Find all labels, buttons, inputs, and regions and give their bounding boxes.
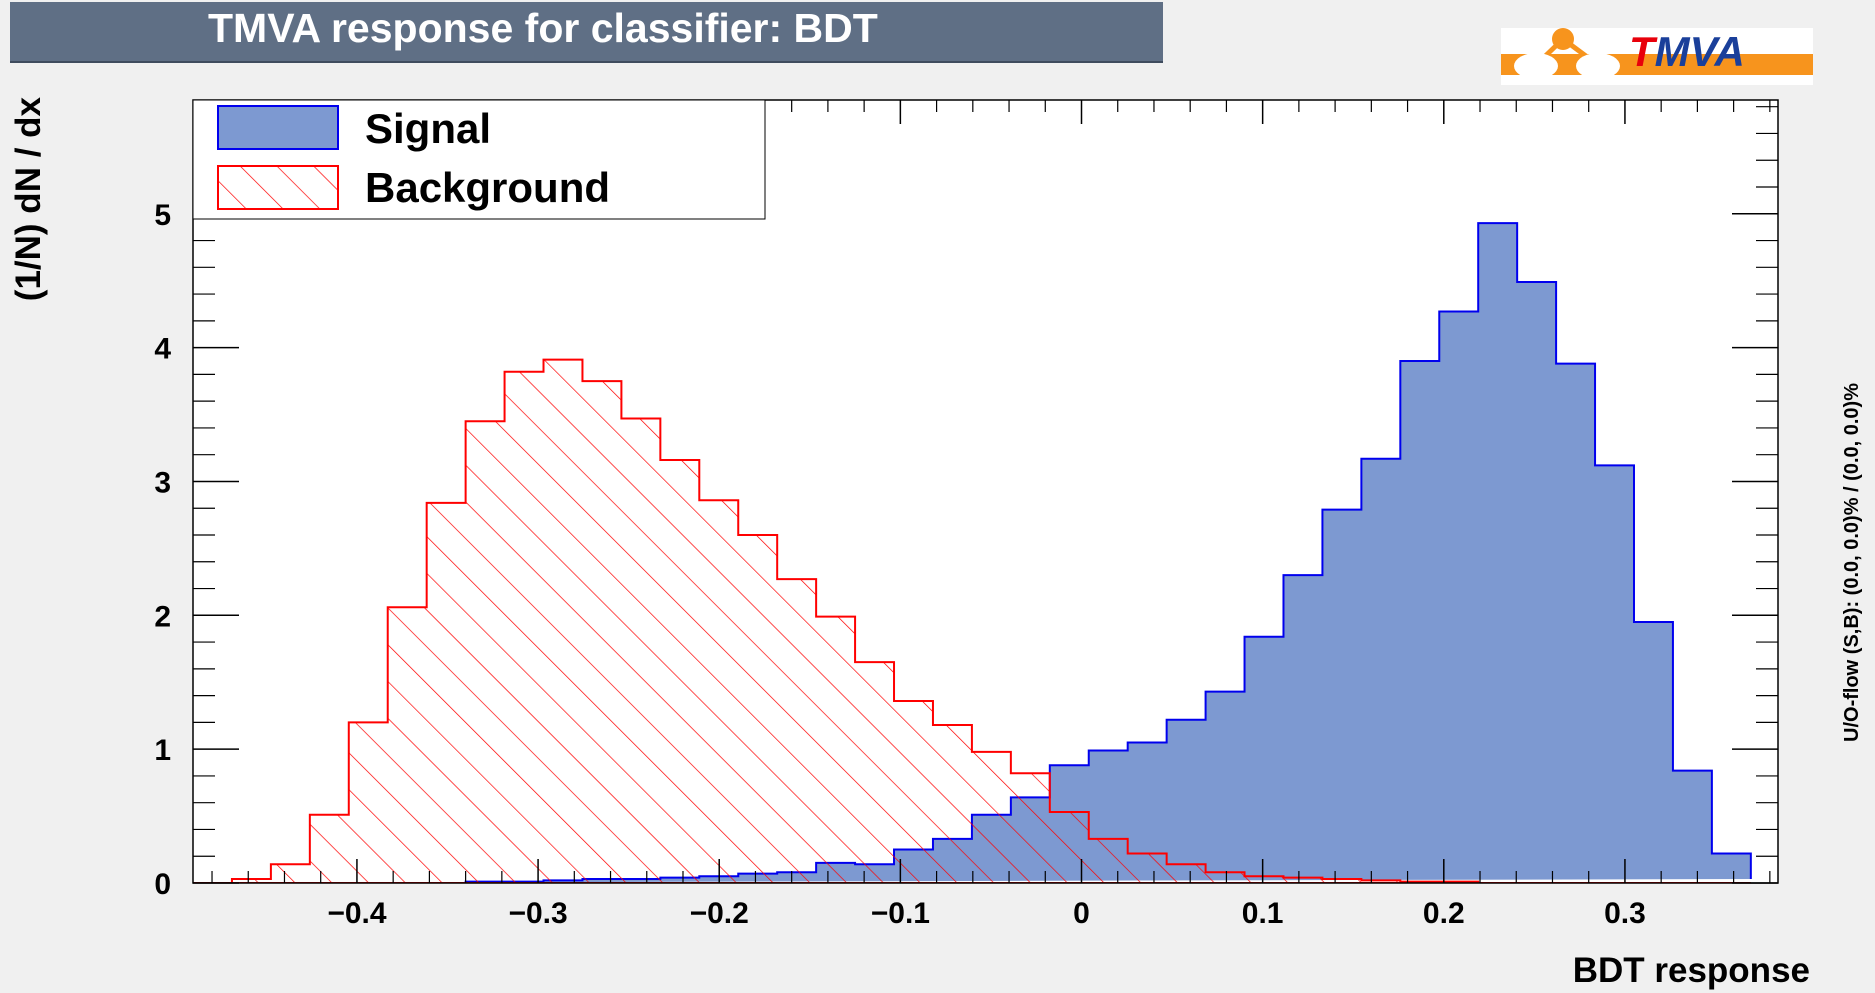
signal-bin [1478, 223, 1517, 883]
background-bin [894, 701, 933, 883]
x-tick-label: −0.1 [871, 897, 930, 930]
title-bar: TMVA response for classifier: BDT [10, 2, 1163, 63]
y-axis-title: (1/N) dN / dx [9, 96, 48, 301]
logo-text-t: T [1629, 28, 1658, 75]
background-bin [777, 579, 816, 883]
background-bin [466, 421, 505, 883]
plot-frame [192, 99, 1779, 884]
legend-signal-swatch [217, 105, 339, 150]
y-tick-label: 3 [154, 466, 171, 499]
background-bin [1206, 872, 1245, 883]
x-tick-label: 0 [1073, 897, 1090, 930]
background-bin [699, 500, 738, 883]
logo-ball-right [1576, 53, 1620, 79]
legend-signal-label: Signal [365, 105, 491, 152]
logo-ball-left [1514, 53, 1558, 79]
x-tick-label: −0.2 [690, 897, 749, 930]
background-bin [349, 722, 388, 883]
background-bin [1050, 812, 1089, 883]
signal-bin [1439, 311, 1478, 883]
background-bin [1128, 854, 1167, 883]
background-bin [505, 372, 544, 883]
y-tick-label: 2 [154, 600, 171, 633]
signal-bin [1206, 692, 1245, 883]
signal-bin [1673, 771, 1712, 883]
signal-histogram-fill [193, 223, 1751, 883]
axes: −0.4 −0.3 −0.2 −0.1 0 0.1 0.2 0.3 0 1 2 3 4 5 [154, 99, 1779, 930]
chart-title: TMVA response for classifier: BDT [208, 5, 878, 51]
x-tick-label: 0.3 [1604, 897, 1646, 930]
background-bin [1011, 773, 1050, 883]
background-bin [388, 607, 427, 883]
signal-bin [1634, 622, 1673, 883]
background-bin [310, 815, 349, 883]
x-tick-label: −0.4 [327, 897, 387, 930]
signal-bin [1322, 510, 1361, 883]
background-bin [816, 617, 855, 883]
background-bin [1245, 876, 1284, 883]
background-bin [427, 503, 466, 883]
y-tick-label: 5 [154, 199, 171, 232]
y-tick-label: 4 [154, 333, 171, 366]
signal-bin [1245, 637, 1284, 883]
x-axis-title: BDT response [1573, 951, 1810, 990]
overflow-note: U/O-flow (S,B): (0.0, 0.0)% / (0.0, 0.0)… [1841, 383, 1863, 742]
signal-bin [1595, 465, 1634, 883]
y-tick-label: 0 [154, 868, 171, 901]
background-bin [544, 360, 583, 883]
background-bin [271, 864, 310, 883]
x-tick-label: −0.3 [508, 897, 567, 930]
signal-bin [1556, 364, 1595, 883]
background-bin [582, 381, 621, 883]
signal-bin [1167, 720, 1206, 883]
signal-bin [1283, 575, 1322, 883]
background-bin [738, 535, 777, 883]
background-bin [1167, 864, 1206, 883]
background-bin [1089, 839, 1128, 883]
plot-content [193, 222, 1752, 883]
background-bin [972, 752, 1011, 883]
x-tick-label: 0.2 [1423, 897, 1465, 930]
signal-bin [1712, 854, 1751, 883]
background-histogram-outline [193, 358, 1751, 883]
background-histogram-hatch [193, 359, 1751, 883]
background-bin [933, 725, 972, 883]
logo-text: TMVA [1629, 28, 1745, 75]
legend: Signal Background [192, 99, 766, 220]
tmva-logo: TMVA [1501, 28, 1813, 85]
background-bin [660, 460, 699, 883]
y-tick-label: 1 [154, 734, 171, 767]
signal-bin [1517, 282, 1556, 883]
x-tick-label: 0.1 [1242, 897, 1284, 930]
legend-background-swatch [217, 165, 339, 210]
background-bin [621, 419, 660, 883]
signal-bin [1361, 459, 1400, 883]
legend-background-label: Background [365, 164, 610, 211]
background-bin [855, 662, 894, 883]
logo-text-rest: MVA [1655, 28, 1745, 75]
signal-bin [1400, 361, 1439, 883]
